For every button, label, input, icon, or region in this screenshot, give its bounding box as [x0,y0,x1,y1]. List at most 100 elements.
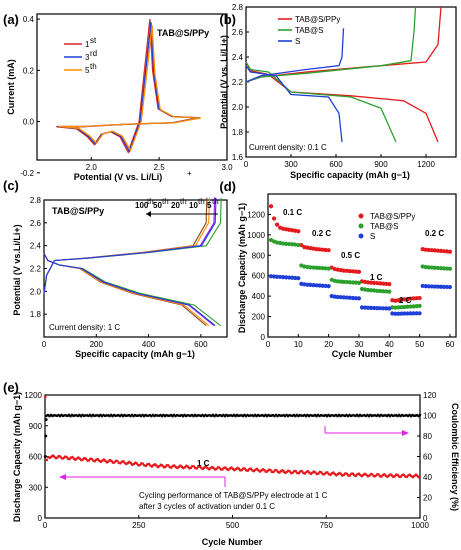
panel-e-capacity-point [45,458,49,462]
panel-d-point-TAB@S/PPy [350,269,356,274]
panel-d-point-TAB@S/PPy [299,242,304,248]
panel-d-point-TAB@S [338,279,343,284]
panel-e-capacity-point [269,468,272,472]
panel-e-cap-arrow-head [59,474,66,480]
panel-d-point-TAB@S [381,289,386,294]
panel-d-point-TAB@S [438,266,443,271]
panel-d-point-TAB@S [384,289,389,294]
panel-d-point-S [402,311,407,316]
panel-d-point-S [268,274,274,279]
panel-e-y-tick-label: 300 [29,483,43,492]
panel-d-point-TAB@S/PPy [317,247,322,252]
panel-b-charge-TAB@S [245,6,417,83]
panel-d-point-TAB@S [432,265,437,270]
panel-c-x-tick-label: 0 [42,340,47,349]
panel-a-frame [36,13,228,161]
panel-e-y-tick-label: 1200 [24,391,42,400]
panel-d-point-TAB@S [284,241,289,246]
panel-d-rate-label: 0.2 C [425,229,444,238]
panel-d-point-TAB@S [396,305,401,310]
panel-d-point-S [335,294,340,300]
panel-d-point-TAB@S [287,241,292,247]
panel-d-rate-label: 0.1 C [283,208,302,217]
panel-d-point-S [393,311,398,316]
panel-d-legend-marker [358,223,364,229]
panel-e-rate-label: 1 C [197,459,210,468]
panel-c-legend-label: 20 [171,201,180,210]
panel-d-point-S [417,311,422,316]
panel-d-frame [267,193,457,338]
panel-d-rate-label: 0.5 C [341,251,360,260]
panel-d-point-TAB@S/PPy [274,222,280,227]
panel-b-ylabel: Potential (V vs. Li/Li+) [219,35,229,129]
panel-d-point-TAB@S/PPy [426,247,431,253]
panel-d-point-S [387,306,392,311]
panel-d-point-S [287,275,292,280]
panel-e-x-tick-label: 500 [226,521,240,530]
panel-a-ylabel: Current (mA) [6,59,16,115]
panel-e-capacity-point [135,462,139,465]
panel-a-x-tick-label: 3.0 [221,163,233,172]
panel-d-point-TAB@S/PPy [417,295,422,301]
panel-b-y-tick-label: 2.2 [232,78,244,87]
panel-d-point-TAB@S/PPy [326,248,331,253]
panel-d-point-S [290,275,295,280]
panel-d-point-TAB@S/PPy [365,280,371,285]
panel-e-capacity-point [377,473,380,476]
panel-d-point-TAB@S [426,265,431,270]
panel-d-point-S [432,284,437,289]
panel-e-capacity-point [249,467,253,471]
panel-d-point-TAB@S/PPy [372,280,377,285]
panel-a-label: (a) [3,12,19,27]
panel-d-point-S [347,295,352,300]
panel-d-point-S [271,274,277,279]
panel-d-point-S [305,282,310,287]
panel-b-annotation: Current density: 0.1 C [249,143,327,152]
panel-c-y-tick-label: 1.8 [30,310,42,319]
panel-d-x-tick-label: 50 [415,340,424,349]
panel-e-capacity-point [371,473,374,476]
panel-c-frame [43,199,228,338]
panel-d-point-TAB@S [281,241,286,246]
panel-d-point-S [281,275,286,280]
panel-e-capacity-point [326,471,329,474]
panel-d-rate-label: 2 C [399,296,412,305]
panel-e-capacity-point [345,472,349,476]
panel-d-point-TAB@S/PPy [268,204,274,209]
panel-d-point-TAB@S/PPy [271,216,277,221]
panel-d-point-TAB@S [305,264,310,270]
panel-d-legend-marker [358,233,364,239]
panel-a-legend-label: 5 [85,66,90,75]
panel-d-point-S [350,295,356,301]
panel-d-point-TAB@S [444,266,450,271]
panel-d-point-TAB@S [441,266,446,271]
panel-a-xlabel: Potential (V vs. Li/Li) [74,172,163,182]
panel-e-y2-tick-label: 0 [423,514,428,523]
panel-d-point-TAB@S [417,303,422,309]
panel-d-point-TAB@S [368,288,374,293]
panel-a-y-tick-label: 0.0 [23,118,35,127]
panel-d-point-S [284,275,289,280]
panel-d-point-TAB@S/PPy [296,229,301,234]
panel-d-point-S [278,274,283,280]
panel-d-point-S [384,306,389,311]
panel-d-point-S [408,311,413,316]
panel-d-point-S [308,282,313,288]
panel-d-rate-label: 0.2 C [312,229,331,238]
panel-d-point-TAB@S/PPy [353,269,359,274]
panel-e-capacity-point [218,466,221,469]
panel-d-point-TAB@S/PPy [447,249,453,254]
panel-c-y-tick-label: 2.4 [30,242,42,251]
panel-b-y-tick-label: 2.4 [232,53,244,62]
panel-d-point-S [423,284,428,289]
panel-d-point-S [302,282,307,287]
panel-d-y-tick-label: 0 [261,333,266,342]
panel-d-point-TAB@S [317,265,322,271]
panel-d-point-TAB@S/PPy [432,248,437,253]
panel-d-point-S [323,283,328,289]
panel-d-point-S [429,284,434,289]
panel-e-ce-point [44,434,48,438]
panel-a-legend-sup: th [90,62,97,71]
panel-d-point-S [372,305,377,311]
panel-d-point-TAB@S [323,266,328,271]
